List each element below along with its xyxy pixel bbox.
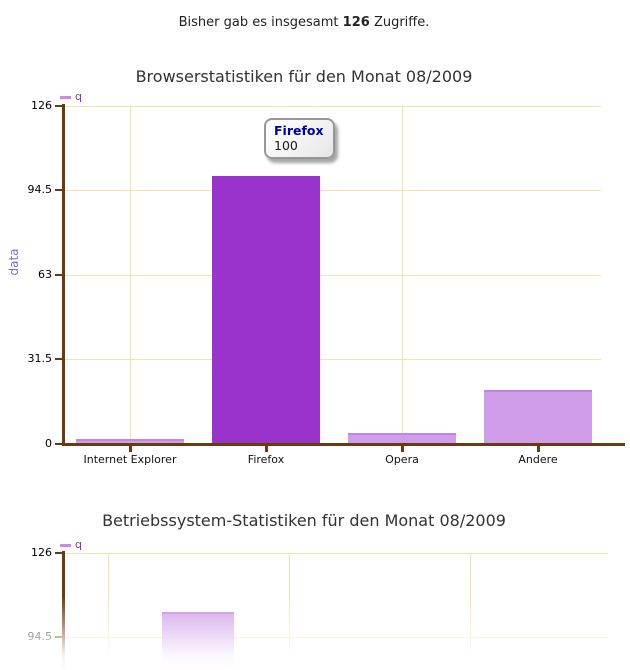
y-axis-line [62, 104, 65, 446]
y-axis-tick-label: 0 [45, 436, 52, 450]
gridline-vertical [130, 106, 131, 443]
x-axis-tick [401, 446, 404, 452]
y-axis-tick [55, 552, 62, 554]
gridline-horizontal [62, 106, 601, 107]
y-axis-line [62, 551, 65, 670]
legend-line-icon [60, 544, 71, 547]
gridline-vertical [402, 106, 403, 443]
y-axis-tick [55, 273, 62, 276]
legend-series-label: q [75, 90, 82, 103]
browser-chart-legend: q [60, 90, 82, 103]
y-axis-tick-label: 94.5 [27, 630, 53, 644]
gridline-vertical [107, 553, 109, 670]
x-axis-label: Firefox [247, 453, 285, 466]
bar-andere[interactable] [484, 390, 592, 444]
y-axis-tick [55, 105, 62, 107]
visits-summary-prefix: Bisher gab es insgesamt [178, 15, 339, 30]
bar-slot-1[interactable] [162, 612, 235, 670]
gridline-horizontal [62, 359, 601, 361]
visits-count: 126 [342, 15, 370, 30]
x-axis-tick [265, 446, 268, 452]
x-axis-tick [129, 446, 132, 452]
bar-firefox[interactable] [212, 175, 320, 444]
legend-line-icon [60, 96, 71, 99]
tooltip-value: 100 [274, 138, 298, 153]
gridline-vertical [288, 553, 290, 670]
gridline-horizontal [62, 190, 601, 192]
y-axis-tick [55, 442, 62, 445]
tooltip-series-name: Firefox [274, 123, 324, 138]
x-axis-label: Andere [518, 453, 558, 466]
y-axis-tick-label: 94.5 [27, 183, 53, 197]
gridline-horizontal [62, 553, 608, 554]
bar-internet-explorer[interactable] [76, 438, 184, 444]
y-axis-tick-label: 63 [38, 267, 52, 281]
visits-summary-suffix: Zugriffe. [373, 15, 430, 30]
gridline-horizontal [62, 274, 601, 276]
y-axis-tick [55, 636, 62, 639]
x-axis-label: Internet Explorer [83, 453, 177, 466]
gridline-vertical [469, 553, 471, 670]
os-chart-title: Betriebssystem-Statistiken für den Monat… [102, 511, 506, 530]
x-axis-tick [537, 446, 540, 452]
gridline-horizontal [62, 637, 608, 639]
y-axis-tick [55, 189, 62, 192]
os-chart-legend: q [60, 538, 82, 551]
y-axis-tick-label: 31.5 [27, 352, 53, 366]
tooltip: Firefox 100 [264, 118, 335, 159]
y-axis-tick-label: 126 [31, 546, 52, 559]
y-axis-tick-label: 126 [31, 99, 52, 112]
x-axis-label: Opera [385, 453, 419, 466]
y-axis-tick [55, 358, 62, 361]
x-axis-line [62, 443, 625, 446]
legend-series-label: q [75, 538, 82, 551]
browser-chart-title: Browserstatistiken für den Monat 08/2009 [135, 67, 473, 86]
visits-summary: Bisher gab es insgesamt 126 Zugriffe. [0, 15, 608, 30]
bar-opera[interactable] [348, 433, 456, 444]
